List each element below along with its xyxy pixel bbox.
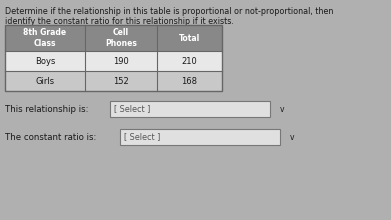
- Text: v: v: [280, 104, 285, 114]
- Text: Boys: Boys: [35, 57, 55, 66]
- Bar: [120, 129, 280, 145]
- Text: Total: Total: [179, 33, 200, 42]
- Text: 168: 168: [181, 77, 197, 86]
- Text: The constant ratio is:: The constant ratio is:: [5, 132, 96, 141]
- Bar: [5, 71, 222, 91]
- Text: This relationship is:: This relationship is:: [5, 104, 88, 114]
- Text: Girls: Girls: [36, 77, 55, 86]
- Text: Cell
Phones: Cell Phones: [105, 28, 137, 48]
- Bar: [110, 101, 270, 117]
- Text: 210: 210: [182, 57, 197, 66]
- Text: v: v: [290, 132, 294, 141]
- Text: 8th Grade
Class: 8th Grade Class: [23, 28, 66, 48]
- Text: [ Select ]: [ Select ]: [124, 132, 160, 141]
- Text: 152: 152: [113, 77, 129, 86]
- Text: identify the constant ratio for this relationship if it exists.: identify the constant ratio for this rel…: [5, 17, 234, 26]
- Text: [ Select ]: [ Select ]: [114, 104, 151, 114]
- Bar: [5, 25, 222, 51]
- Text: 190: 190: [113, 57, 129, 66]
- Text: Determine if the relationship in this table is proportional or not-proportional,: Determine if the relationship in this ta…: [5, 7, 334, 16]
- Bar: [5, 51, 222, 71]
- Bar: [5, 25, 222, 91]
